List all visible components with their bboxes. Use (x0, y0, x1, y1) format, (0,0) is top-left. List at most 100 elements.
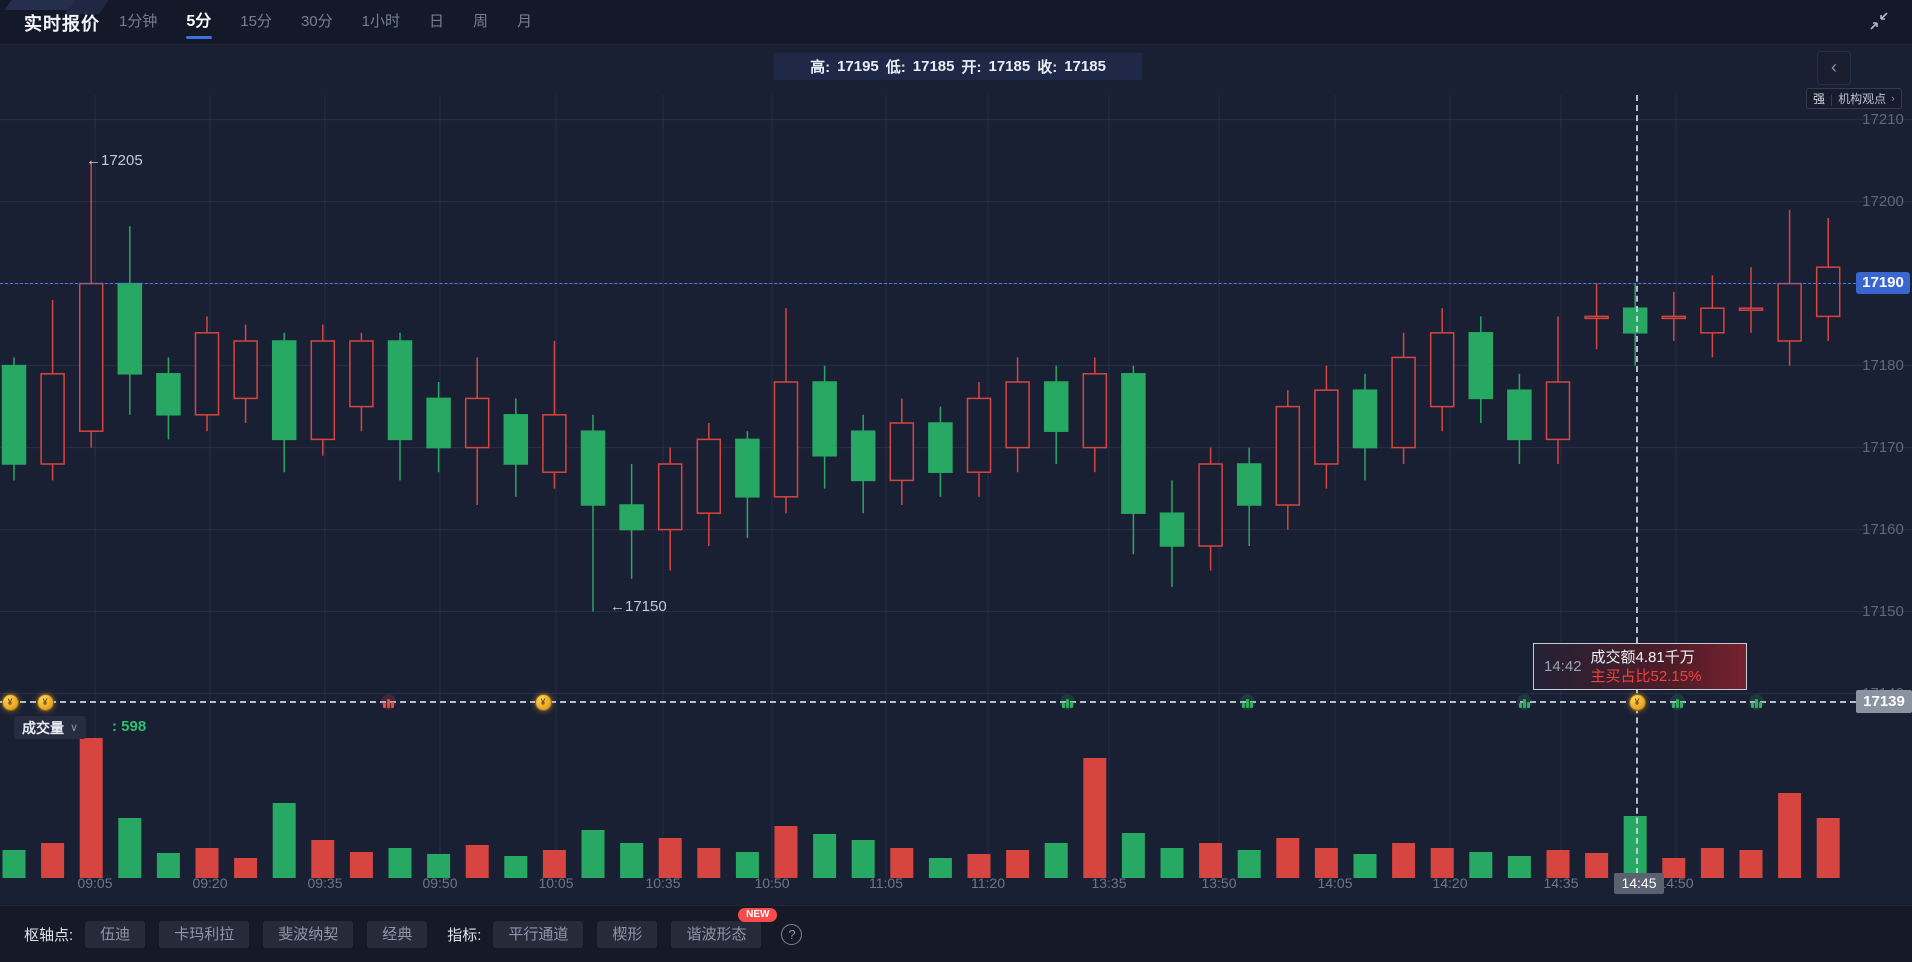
tab-30分[interactable]: 30分 (300, 13, 333, 30)
time-tick-label: 14:05 (1317, 875, 1353, 891)
volume-bar (118, 818, 142, 878)
candle-body (387, 340, 413, 441)
gold-coin-marker-icon[interactable]: ¥ (36, 693, 54, 711)
gold-coin-marker-icon[interactable]: ¥ (534, 693, 552, 711)
candle-body (1622, 307, 1648, 334)
institution-view-button[interactable]: 强 | 机构观点 › (1806, 88, 1902, 109)
volume-value: : 598 (112, 718, 147, 735)
high-value: 17195 (837, 58, 879, 75)
pivot-label: 枢轴点: (24, 926, 74, 944)
panel-collapse-button[interactable]: ‹ (1817, 51, 1851, 85)
volume-bar (2, 850, 26, 878)
close-label: 收: (1037, 59, 1058, 76)
tab-5分[interactable]: 5分 (185, 0, 212, 44)
gold-coin-marker-icon[interactable]: ¥ (1, 693, 19, 711)
page-title: 实时报价 (24, 14, 100, 34)
divider: | (1830, 91, 1834, 106)
volume-bar (1276, 838, 1300, 878)
candle-body (889, 422, 915, 482)
green-bars-marker-icon[interactable] (1515, 693, 1533, 711)
candle-body (156, 373, 181, 416)
indicator-button-楔形[interactable]: 楔形 (597, 920, 658, 948)
volume-bar (1314, 848, 1338, 878)
ohlc-info-bar: 高: 17195 低: 17185 开: 17185 收: 17185 (774, 53, 1142, 80)
candle-body (850, 430, 876, 482)
tab-月[interactable]: 月 (517, 13, 533, 30)
high-label: 高: (810, 59, 831, 76)
volume-indicator-selector[interactable]: 成交量 ∨ (14, 716, 87, 739)
candle-body (1777, 282, 1802, 342)
candle-body (349, 340, 374, 408)
candle-body (1545, 381, 1571, 441)
high-price-annotation: ←17205 (86, 152, 143, 169)
candle-body (812, 381, 837, 457)
candle-body (1082, 373, 1108, 449)
volume-bar (1623, 816, 1647, 878)
indicator-button-谐波形态[interactable]: 谐波形态 NEW (671, 907, 778, 948)
candle-body (619, 504, 644, 531)
candle-body (1391, 356, 1416, 449)
candle-body (928, 422, 953, 473)
time-tick-label: 10:05 (538, 875, 574, 891)
volume-bar (1353, 854, 1377, 878)
institution-view-label: 机构观点 (1838, 92, 1887, 106)
tab-周[interactable]: 周 (472, 13, 488, 30)
gold-coin-marker-icon[interactable]: ¥ (1628, 693, 1646, 711)
volume-bar (1469, 852, 1493, 878)
pivot-button-斐波纳契[interactable]: 斐波纳契 (263, 920, 354, 948)
volume-bar (890, 848, 914, 878)
mini-bar-chart-icon (1516, 694, 1532, 710)
price-tick-label: 17170 (1862, 438, 1904, 456)
low-label: 低: (885, 59, 906, 76)
candle-body (1352, 389, 1378, 449)
tab-1分钟[interactable]: 1分钟 (119, 13, 158, 30)
candle-body (1738, 307, 1764, 311)
crosshair-tooltip: 14:42 成交额4.81千万 主买占比52.15% (1533, 643, 1747, 690)
volume-bar (1507, 856, 1531, 878)
volume-bar (928, 858, 952, 878)
help-icon[interactable]: ? (781, 923, 803, 945)
indicator-label: 指标: (447, 926, 482, 944)
volume-bar (735, 852, 759, 878)
pivot-button-经典[interactable]: 经典 (367, 920, 428, 948)
volume-bar (272, 803, 296, 878)
time-tick-label: 10:50 (754, 875, 790, 891)
collapse-icon[interactable] (1868, 10, 1890, 32)
pivot-button-卡玛利拉[interactable]: 卡玛利拉 (159, 920, 250, 948)
pivot-button-伍迪[interactable]: 伍迪 (85, 920, 146, 948)
chevron-down-icon: ∨ (70, 722, 79, 734)
tab-1小时[interactable]: 1小时 (361, 13, 400, 30)
time-tick-label: 14:50 (1658, 875, 1694, 891)
price-tick-label: 17210 (1862, 110, 1904, 128)
volume-bar (967, 854, 991, 878)
green-bars-marker-icon[interactable] (1747, 693, 1765, 711)
tooltip-time: 14:42 (1544, 658, 1582, 675)
candle-body (40, 373, 65, 465)
mini-bar-chart-icon (1748, 694, 1764, 710)
volume-bar (41, 843, 65, 878)
green-bars-marker-icon[interactable] (1668, 693, 1686, 711)
volume-bar (1392, 843, 1416, 878)
price-tick-label: 17180 (1862, 356, 1904, 374)
volume-indicator-label: 成交量 (22, 719, 64, 736)
volume-bar (234, 858, 258, 878)
crosshair-price-badge: 17139 (1856, 690, 1912, 713)
tab-15分[interactable]: 15分 (240, 13, 272, 30)
volume-bar (465, 845, 489, 878)
indicator-button-平行通道[interactable]: 平行通道 (493, 920, 584, 948)
red-bars-marker-icon[interactable] (379, 693, 397, 711)
candle-body (78, 282, 104, 432)
candle-body (1661, 315, 1687, 320)
green-bars-marker-icon[interactable] (1058, 693, 1076, 711)
candle-body (117, 282, 143, 375)
green-bars-marker-icon[interactable] (1238, 693, 1256, 711)
candle-body (1507, 389, 1532, 441)
time-tick-label: 09:35 (307, 875, 343, 891)
time-tick-label: 10:35 (645, 875, 681, 891)
time-tick-label: 14:35 (1543, 875, 1579, 891)
tab-日[interactable]: 日 (428, 13, 444, 30)
gold-coin-icon: ¥ (1628, 693, 1646, 711)
volume-bar (388, 848, 412, 878)
gold-coin-icon: ¥ (1, 693, 19, 711)
